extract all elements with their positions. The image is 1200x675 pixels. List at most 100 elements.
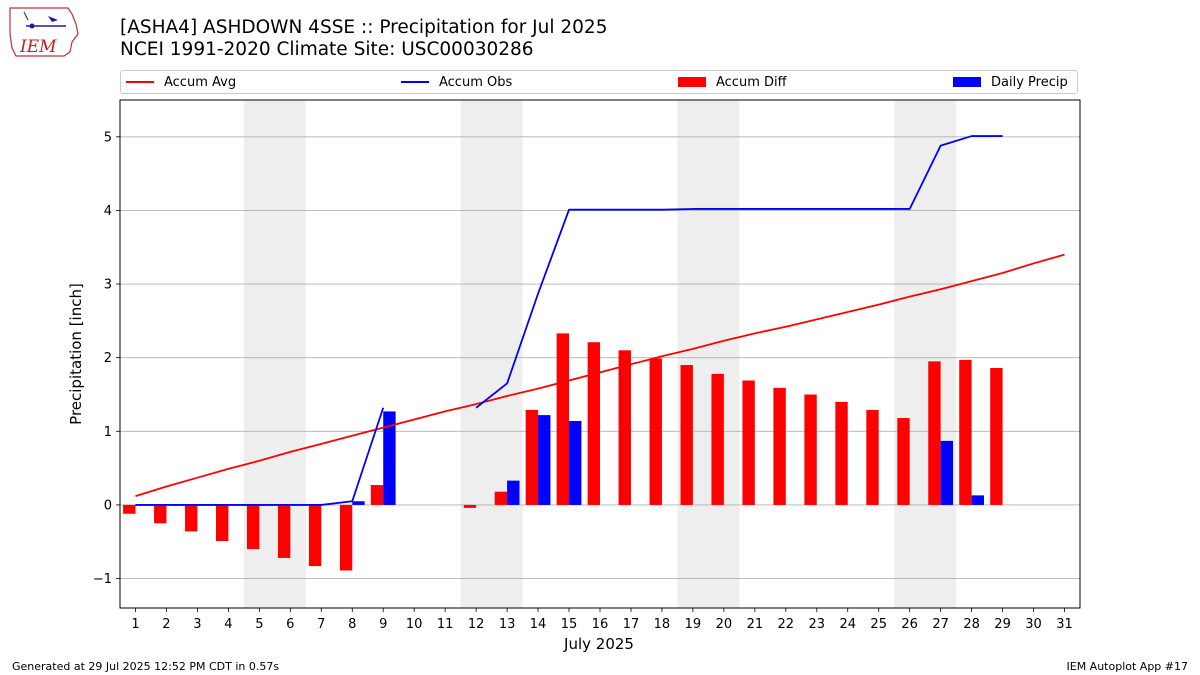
legend-swatch — [678, 77, 706, 87]
iowa-outline-icon — [9, 7, 79, 57]
accum-diff-bar — [680, 365, 693, 505]
legend-label: Accum Avg — [164, 74, 237, 90]
accum-diff-bar — [154, 504, 167, 524]
x-tick-label: 9 — [379, 617, 387, 632]
accum-diff-bar — [308, 504, 322, 567]
legend-swatch — [953, 77, 981, 87]
x-tick-label: 31 — [1056, 617, 1073, 632]
x-tick-label: 4 — [224, 617, 232, 632]
y-tick-label: 1 — [104, 425, 112, 440]
daily-precip-bar — [538, 415, 551, 505]
x-tick-label: 19 — [685, 617, 702, 632]
chart-subtitle: NCEI 1991-2020 Climate Site: USC00030286 — [120, 39, 534, 60]
accum-diff-bar — [370, 485, 384, 505]
legend-label: Daily Precip — [991, 74, 1068, 90]
y-tick-label: 3 — [104, 278, 112, 293]
footer-app-text: IEM Autoplot App #17 — [1066, 660, 1189, 673]
x-tick-label: 12 — [468, 617, 485, 632]
accum-diff-bar — [556, 333, 570, 505]
series-lines — [135, 135, 1065, 506]
legend-label: Accum Obs — [439, 74, 513, 90]
y-tick-label: 2 — [104, 351, 112, 366]
accum-diff-bar — [463, 504, 477, 508]
x-tick-label: 28 — [963, 617, 980, 632]
accum-diff-bar — [339, 504, 353, 571]
daily-precip-bars — [352, 411, 984, 505]
accum-diff-bar — [897, 418, 910, 505]
y-tick-label: 4 — [104, 204, 112, 219]
x-tick-label: 22 — [778, 617, 795, 632]
x-tick-label: 23 — [809, 617, 826, 632]
x-tick-label: 15 — [561, 617, 578, 632]
accum-diff-bar — [618, 350, 631, 505]
x-tick-label: 30 — [1025, 617, 1042, 632]
x-tick-label: 24 — [839, 617, 856, 632]
legend: Accum Avg Accum Obs Accum Diff Daily Pre… — [120, 70, 1078, 94]
x-tick-label: 8 — [348, 617, 356, 632]
iem-logo: IEM — [9, 7, 79, 57]
x-tick-label: 16 — [592, 617, 609, 632]
logo-text: IEM — [19, 37, 57, 57]
x-tick-label: 1 — [131, 617, 139, 632]
x-tick-label: 11 — [437, 617, 454, 632]
legend-swatch — [126, 81, 154, 83]
accum-diff-bar — [649, 358, 662, 505]
y-axis-label: Precipitation [inch] — [67, 283, 85, 425]
accum-obs-line — [475, 135, 1003, 409]
y-tick-label: 0 — [104, 498, 112, 513]
x-tick-label: 2 — [162, 617, 170, 632]
daily-precip-bar — [971, 495, 984, 505]
accum-diff-bar — [742, 380, 755, 505]
x-tick-label: 6 — [286, 617, 294, 632]
weekend-shading — [243, 100, 957, 608]
x-tick-label: 27 — [932, 617, 949, 632]
accum-diff-bar — [804, 394, 817, 505]
x-tick-label: 10 — [406, 617, 423, 632]
legend-swatch — [401, 81, 429, 83]
accum-diff-bar — [835, 401, 848, 505]
x-axis-label: July 2025 — [563, 635, 634, 653]
accum-diff-bar — [866, 409, 879, 505]
x-tick-label: 25 — [870, 617, 887, 632]
footer-generated-text: Generated at 29 Jul 2025 12:52 PM CDT in… — [12, 660, 280, 673]
accum-diff-bar — [711, 373, 724, 505]
accum-diff-bar — [216, 504, 229, 542]
legend-item-daily-precip: Daily Precip — [953, 71, 1068, 93]
legend-item-accum-diff: Accum Diff — [678, 71, 787, 93]
weekend-shade — [460, 100, 523, 608]
x-tick-label: 21 — [747, 617, 764, 632]
accum-avg-line — [135, 253, 1065, 497]
legend-item-accum-avg: Accum Avg — [126, 71, 236, 93]
accum-diff-bar — [959, 359, 972, 505]
accum-diff-bar — [277, 504, 291, 558]
accum-diff-bar — [246, 504, 260, 550]
weekend-shade — [894, 100, 957, 608]
accum-diff-bars — [123, 333, 1003, 571]
x-tick-label: 17 — [623, 617, 640, 632]
legend-item-accum-obs: Accum Obs — [401, 71, 512, 93]
daily-precip-bar — [383, 411, 396, 505]
x-tick-label: 3 — [193, 617, 201, 632]
daily-precip-bar — [569, 420, 582, 505]
accum-diff-bar — [525, 409, 539, 505]
x-tick-label: 29 — [994, 617, 1011, 632]
y-tick-label: −1 — [93, 572, 112, 587]
chart-title: [ASHA4] ASHDOWN 4SSE :: Precipitation fo… — [120, 17, 608, 38]
daily-precip-bar — [352, 501, 365, 505]
x-tick-label: 13 — [499, 617, 516, 632]
legend-label: Accum Diff — [716, 74, 787, 90]
accum-diff-bar — [990, 367, 1003, 505]
accum-diff-bar — [123, 504, 136, 514]
accum-diff-bar — [587, 342, 600, 505]
x-tick-label: 18 — [654, 617, 671, 632]
accum-diff-bar — [185, 504, 198, 532]
x-tick-label: 5 — [255, 617, 263, 632]
x-tick-label: 26 — [901, 617, 918, 632]
y-ticks: −1 0 1 2 3 4 5 — [93, 130, 120, 587]
x-ticks: 1 2 3 4 5 6 7 8 9 10 11 12 13 14 15 16 17 18 19 20 21 22 23 24 2… — [131, 608, 1073, 632]
daily-precip-bar — [507, 480, 520, 505]
x-tick-label: 14 — [530, 617, 547, 632]
x-tick-label: 20 — [716, 617, 733, 632]
accum-diff-bar — [928, 361, 941, 505]
